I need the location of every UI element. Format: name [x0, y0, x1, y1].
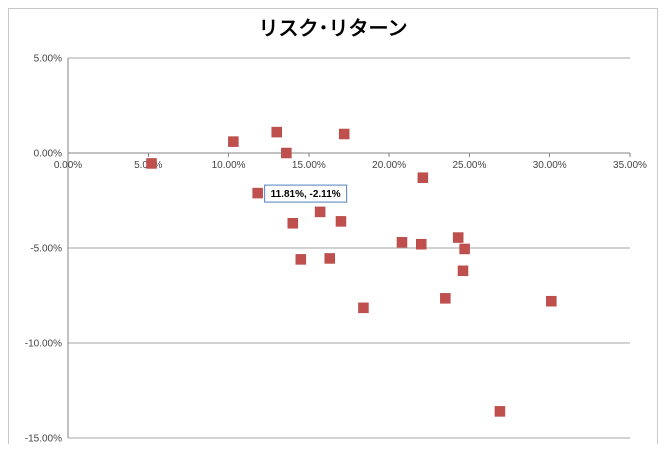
data-point [271, 126, 282, 138]
x-tick-label: 20.00% [372, 160, 406, 171]
data-point [452, 232, 464, 243]
x-tick-labels: 0.00%5.00%10.00%15.00%20.00%25.00%30.00%… [54, 160, 647, 171]
data-point [416, 238, 427, 250]
data-point [228, 136, 239, 147]
y-tick-label: -5.00% [30, 244, 62, 255]
y-tick-label: -10.00% [25, 339, 62, 350]
data-point [287, 218, 299, 229]
x-tick-label: 35.00% [613, 160, 647, 171]
data-point [457, 265, 469, 277]
data-label-callout: 11.81%, -2.11% [264, 184, 348, 203]
x-tick-label: 10.00% [212, 160, 246, 171]
data-point [417, 172, 429, 183]
x-axis [67, 58, 631, 438]
data-points [146, 126, 557, 417]
x-tick-label: 15.00% [292, 160, 326, 171]
chart-title: リスク･リターン [258, 18, 408, 40]
y-tick-label: 5.00% [34, 54, 62, 65]
data-point [314, 206, 326, 218]
data-point [459, 243, 470, 255]
data-point [440, 293, 451, 304]
data-point [252, 187, 263, 199]
x-tick-label: 0.00% [54, 160, 82, 171]
data-point [295, 254, 307, 265]
data-point [546, 295, 557, 307]
data-point [324, 253, 335, 264]
y-axis: 5.00% 0.00% -5.00% -10.00% -15.00% [25, 54, 62, 445]
data-point [146, 158, 157, 169]
y-tick-label: -15.00% [25, 434, 62, 445]
data-label-box [264, 184, 348, 203]
data-point [494, 406, 506, 417]
x-tick-label: 30.00% [533, 160, 567, 171]
data-point [335, 216, 347, 227]
x-tick-label: 25.00% [452, 160, 486, 171]
data-point [338, 128, 350, 140]
y-tick-label: 0.00% [34, 149, 62, 160]
data-point [396, 237, 408, 248]
data-point [358, 302, 369, 314]
data-label: 11.81%, -2.11% [271, 189, 341, 200]
chart-frame [8, 8, 658, 444]
gridlines [68, 57, 630, 439]
data-point [281, 147, 292, 159]
